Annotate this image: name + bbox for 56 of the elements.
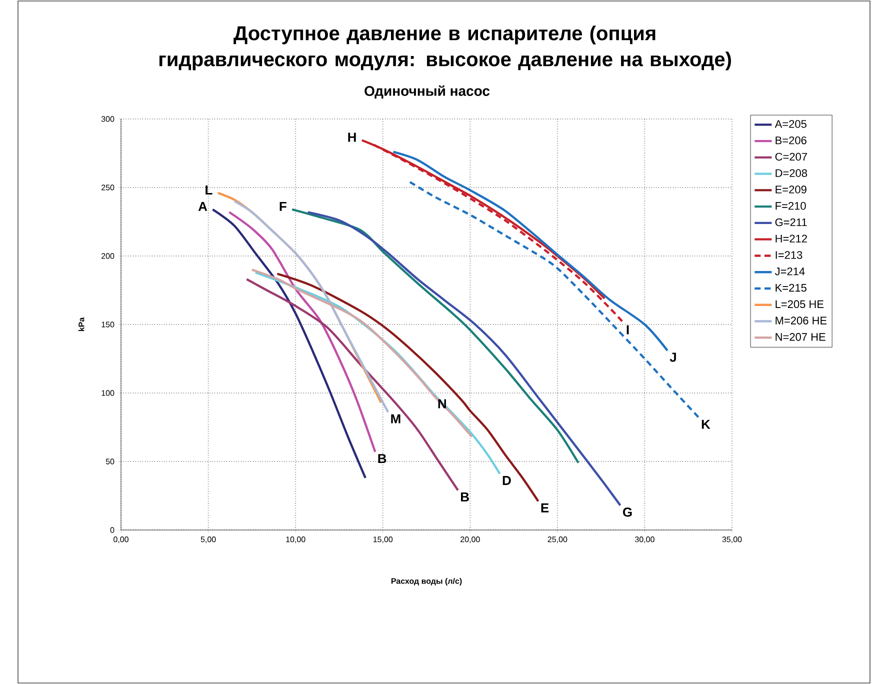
x-tick-label: 20,00 xyxy=(460,536,480,544)
y-tick-label: 300 xyxy=(101,116,114,122)
y-tick-label: 150 xyxy=(102,322,114,328)
legend-label: M=206 HE xyxy=(776,316,827,324)
x-tick-label: 15,00 xyxy=(373,536,393,544)
annotation: L xyxy=(206,186,212,194)
line-series xyxy=(408,180,700,419)
annotation: K xyxy=(702,420,710,429)
annotation: B xyxy=(460,492,469,502)
line-series xyxy=(290,208,580,464)
legend-label: F=210 xyxy=(776,202,806,210)
x-tick-label: 30,00 xyxy=(635,536,654,544)
legend-label: A=205 xyxy=(774,120,806,128)
annotation: F xyxy=(280,202,286,211)
x-tick-label: 10,00 xyxy=(286,536,306,544)
x-tick-label: 35,00 xyxy=(722,536,742,544)
legend-label: K=215 xyxy=(776,284,806,292)
x-tick-label: 5,00 xyxy=(200,536,216,544)
x-tick-label: 25,00 xyxy=(548,536,568,544)
annotation: G xyxy=(623,508,632,517)
annotation: N xyxy=(438,399,446,408)
y-tick-label: 50 xyxy=(106,458,114,464)
annotation: D xyxy=(502,476,511,485)
annotation: I xyxy=(626,325,629,334)
y-tick-label: 100 xyxy=(102,390,114,396)
line-series xyxy=(246,278,460,492)
annotation: A xyxy=(198,202,208,211)
legend-label: B=206 xyxy=(776,136,806,144)
chart-subtitle: Одиночный насос xyxy=(364,85,490,99)
y-axis-title: kPa xyxy=(78,317,84,332)
line-series xyxy=(392,150,669,352)
annotation: M xyxy=(391,414,400,424)
legend-label: I=213 xyxy=(776,251,802,259)
x-axis-title: Расход воды (л/с) xyxy=(391,578,462,586)
legend-label: E=209 xyxy=(776,186,806,194)
x-tick-label: 0,00 xyxy=(114,536,128,544)
legend-label: N=207 HE xyxy=(776,333,826,341)
y-tick-label: 250 xyxy=(102,184,114,190)
line-series xyxy=(276,272,540,502)
legend-label: C=207 xyxy=(775,152,807,161)
chart-title: Доступное давление в испарителе (опция гидравлического модуля: высокое давление на выходе) xyxy=(159,26,731,70)
annotation: B xyxy=(378,454,386,464)
legend-label: D=208 xyxy=(776,169,808,178)
annotation: E xyxy=(541,503,549,512)
line-series xyxy=(254,271,501,475)
y-tick-label: 200 xyxy=(102,253,114,259)
legend-label: L=205 HE xyxy=(776,300,824,308)
legend-label: G=211 xyxy=(775,218,807,226)
line-series xyxy=(250,268,473,438)
annotation: J xyxy=(670,352,676,362)
annotation: H xyxy=(348,132,356,142)
y-tick-label: 0 xyxy=(110,527,114,533)
line-series xyxy=(228,211,376,453)
legend-label: J=214 xyxy=(774,268,805,276)
line-series xyxy=(233,200,390,414)
legend-label: H=212 xyxy=(776,234,807,242)
